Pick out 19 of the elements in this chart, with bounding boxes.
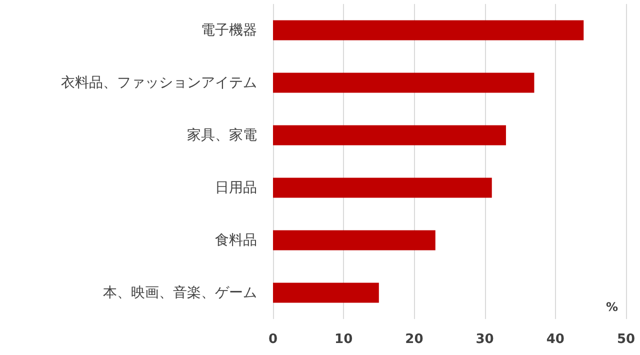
bar [273, 72, 534, 93]
x-tick-label: 10 [334, 332, 353, 347]
y-tick-label: 電子機器 [201, 22, 257, 38]
bar [273, 282, 379, 303]
y-tick-label: 衣料品、ファッションアイテム [61, 74, 257, 91]
bar [273, 178, 492, 198]
x-tick-label: 40 [546, 332, 564, 347]
y-tick-label: 家具、家電 [187, 127, 257, 144]
x-tick-label: 50 [616, 332, 636, 347]
y-tick-label: 日用品 [215, 180, 257, 196]
x-tick-label: 30 [476, 332, 494, 347]
y-tick-label: 食料品 [215, 232, 257, 248]
x-tick-label: 20 [405, 332, 424, 347]
x-axis-title: % [606, 300, 618, 314]
bar [273, 230, 436, 250]
x-tick-label: 0 [268, 332, 278, 347]
bar [273, 20, 584, 40]
y-tick-label: 本、映画、音楽、ゲーム [103, 284, 257, 301]
bar [273, 125, 506, 146]
